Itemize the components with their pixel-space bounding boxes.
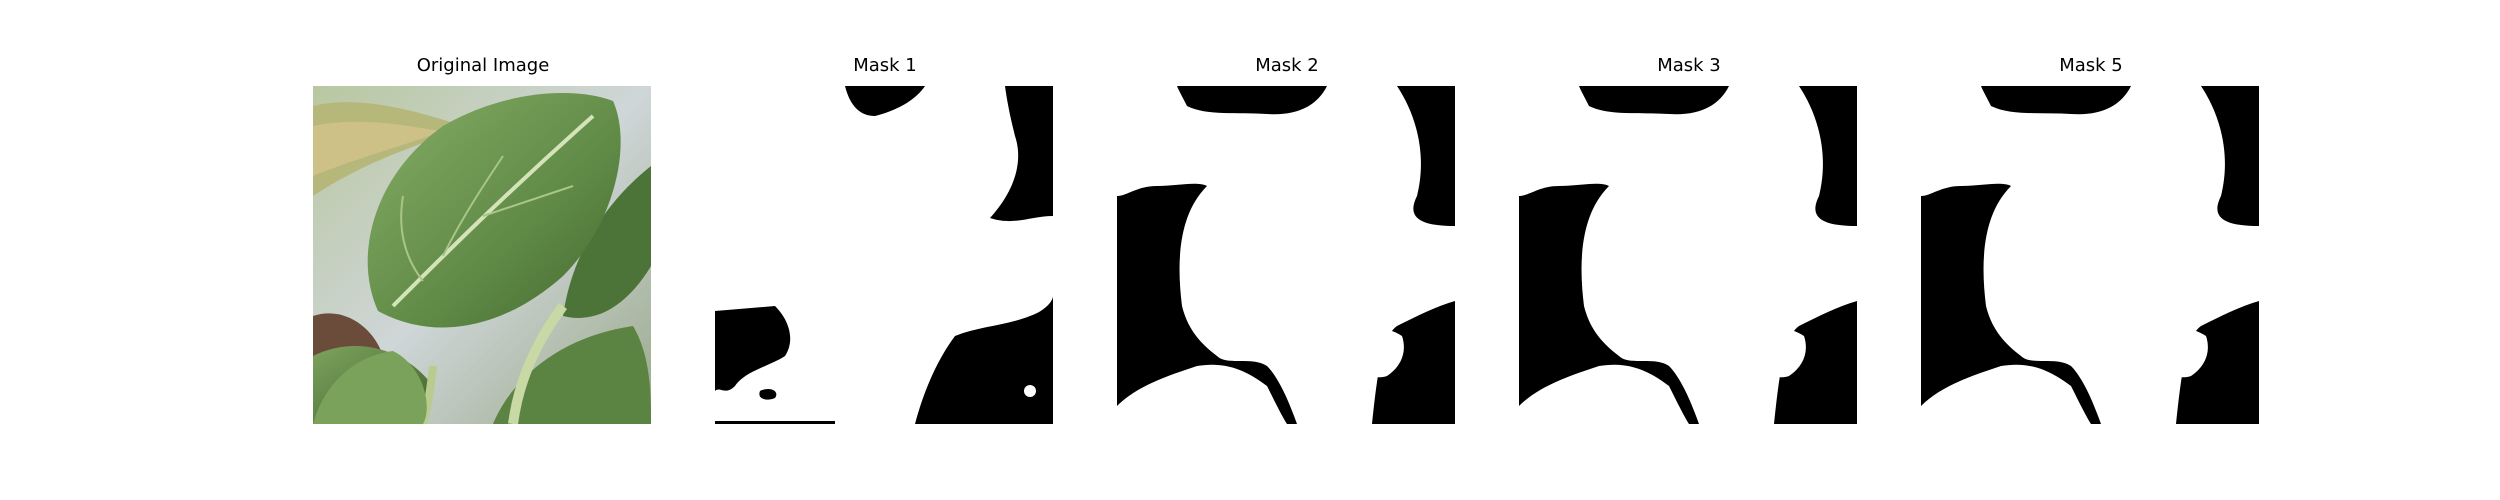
original-leaf-photo [313,86,651,424]
panel-title: Mask 2 [1117,52,1457,80]
mask-1-image [715,86,1053,424]
mask-3-image [1519,86,1857,424]
panel-title: Original Image [313,52,653,80]
mask-2-image [1117,86,1455,424]
panel-title: Mask 5 [1921,52,2261,80]
panel-title: Mask 1 [715,52,1055,80]
panel-title: Mask 3 [1519,52,1859,80]
mask-5-image [1921,86,2259,424]
